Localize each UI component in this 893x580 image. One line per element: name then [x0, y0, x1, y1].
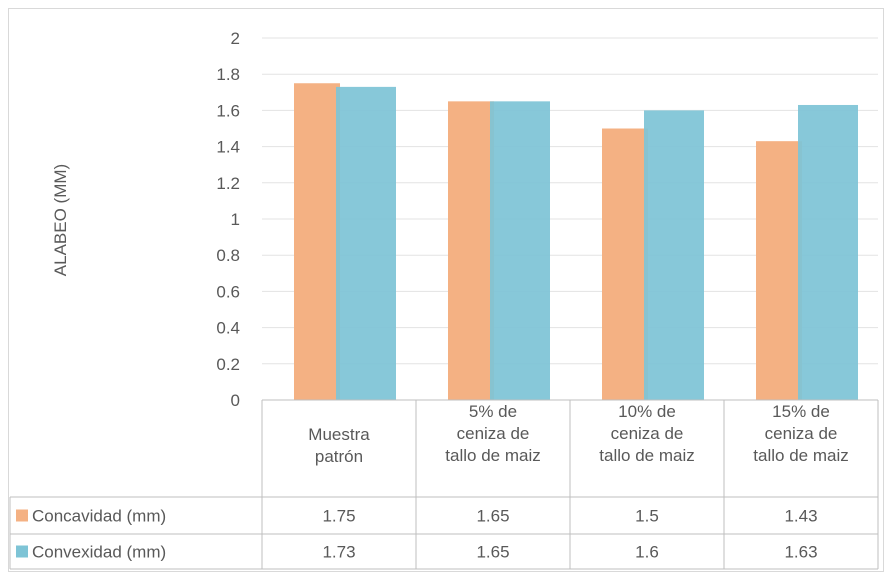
- legend-label: Convexidad (mm): [32, 543, 166, 562]
- data-table: Muestra patrón 5% de ceniza de tallo de maiz…: [9, 399, 879, 570]
- category-label: ceniza de: [611, 424, 684, 443]
- bar-concavidad: [294, 83, 340, 400]
- category-label: tallo de maiz: [753, 446, 848, 465]
- category-label: 5% de: [469, 402, 517, 421]
- y-axis-ticks: 0 0.2 0.4 0.6 0.8 1 1.2 1.4 1.6 1.8 2: [216, 29, 240, 410]
- bars: [294, 83, 858, 401]
- y-tick-label: 0.4: [216, 319, 240, 338]
- y-tick-label: 1: [231, 210, 240, 229]
- category-label: ceniza de: [457, 424, 530, 443]
- y-tick-label: 1.6: [216, 101, 240, 120]
- category-label: tallo de maiz: [599, 446, 694, 465]
- chart-frame: [8, 8, 884, 572]
- y-tick-label: 2: [231, 29, 240, 48]
- y-tick-label: 0.2: [216, 355, 240, 374]
- bar-convexidad: [490, 101, 550, 400]
- legend-label: Concavidad (mm): [32, 507, 166, 526]
- category-label: ceniza de: [765, 424, 838, 443]
- y-tick-label: 1.2: [216, 174, 240, 193]
- bar-convexidad: [644, 110, 704, 401]
- y-tick-label: 1.4: [216, 138, 240, 157]
- y-tick-label: 0: [231, 391, 240, 410]
- legend-swatch: [16, 509, 28, 522]
- bar-convexidad: [798, 104, 858, 400]
- category-label: patrón: [315, 447, 363, 466]
- table-value: 1.65: [476, 507, 509, 526]
- y-tick-label: 0.6: [216, 282, 240, 301]
- table-value: 1.65: [476, 543, 509, 562]
- y-tick-label: 1.8: [216, 65, 240, 84]
- category-label: 10% de: [618, 402, 676, 421]
- bar-concavidad: [602, 128, 648, 400]
- category-label: Muestra: [308, 425, 370, 444]
- table-value: 1.5: [635, 507, 659, 526]
- y-tick-label: 0.8: [216, 246, 240, 265]
- table-value: 1.75: [322, 507, 355, 526]
- y-axis-title: ALABEO (MM): [51, 164, 70, 276]
- table-value: 1.43: [784, 507, 817, 526]
- category-label: 15% de: [772, 402, 830, 421]
- bar-convexidad: [336, 86, 396, 401]
- category-label: tallo de maiz: [445, 446, 540, 465]
- table-value: 1.73: [322, 543, 355, 562]
- legend-swatch: [16, 545, 28, 558]
- table-value: 1.63: [784, 543, 817, 562]
- bar-concavidad: [756, 141, 802, 401]
- bar-concavidad: [448, 101, 494, 400]
- table-value: 1.6: [635, 543, 659, 562]
